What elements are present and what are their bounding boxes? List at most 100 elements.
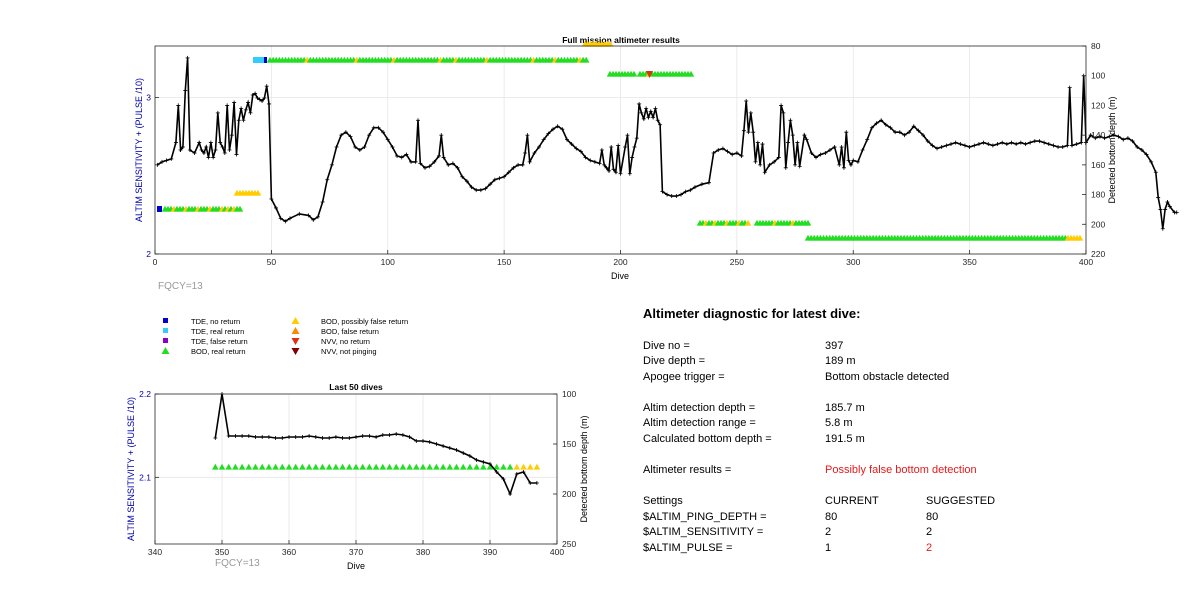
depth-point: [1042, 140, 1047, 145]
legend-item-tde-false-return: TDE, false return: [160, 336, 248, 346]
depth-point: [427, 440, 432, 444]
depth-point: [354, 435, 358, 439]
depth-point: [839, 145, 844, 150]
depth-point: [674, 194, 679, 199]
depth-point: [578, 149, 583, 154]
depth-point: [492, 177, 497, 182]
triangle-up-marker-icon: [290, 316, 301, 326]
depth-point: [260, 98, 265, 103]
depth-point: [935, 146, 940, 151]
depth-point: [1009, 140, 1014, 145]
depth-point: [232, 100, 237, 105]
legend-label: TDE, false return: [191, 336, 248, 346]
depth-point: [653, 106, 658, 111]
x-tick-label: 100: [381, 257, 395, 267]
depth-point: [497, 176, 502, 181]
legend-item-tde-no-return: TDE, no return: [160, 316, 240, 326]
last-50-title: Last 50 dives: [329, 382, 383, 392]
triangle-down-marker-icon: [290, 346, 301, 356]
y-tick-label: 2: [146, 249, 151, 259]
depth-point: [164, 158, 169, 163]
depth-point: [897, 130, 902, 135]
depth-point: [362, 145, 367, 150]
legend-item-bod-real-return: BOD, real return: [160, 346, 246, 356]
status-triangle: [500, 463, 507, 470]
depth-point: [516, 162, 521, 167]
depth-point: [395, 153, 400, 158]
depth-point: [390, 145, 395, 150]
status-triangle: [305, 463, 313, 470]
depth-point: [632, 145, 637, 150]
status-triangle: [236, 205, 244, 212]
depth-point: [841, 165, 846, 170]
legend-label: TDE, real return: [191, 326, 245, 336]
depth-point: [347, 436, 352, 440]
depth-point: [911, 124, 916, 129]
depth-point: [381, 130, 386, 135]
depth-point: [436, 153, 441, 158]
depth-point: [1165, 200, 1170, 204]
depth-point: [474, 458, 479, 462]
depth-point: [655, 118, 660, 123]
y2-tick-label: 150: [562, 439, 576, 449]
depth-point: [483, 186, 488, 191]
status-triangle: [582, 56, 590, 63]
depth-point: [625, 133, 630, 138]
depth-point: [311, 217, 316, 222]
depth-point: [534, 481, 539, 485]
depth-point: [907, 130, 912, 135]
depth-point: [169, 156, 174, 161]
depth-point: [793, 162, 798, 167]
full-mission-x-ticks: 0 50 100 150 200 250 300 350 400: [153, 250, 1093, 267]
status-triangle: [232, 463, 239, 470]
depth-point: [213, 436, 218, 440]
depth-point: [1153, 170, 1158, 175]
full-mission-depth-line: [156, 57, 1177, 229]
depth-point: [325, 177, 330, 182]
depth-point: [283, 219, 288, 224]
status-triangle: [386, 463, 393, 470]
depth-point: [441, 155, 446, 160]
depth-point: [455, 165, 460, 170]
depth-point: [921, 133, 926, 138]
triangle-up-marker-icon: [160, 346, 171, 356]
depth-point: [546, 131, 551, 136]
depth-point: [641, 116, 646, 121]
ping-depth-current: 80: [825, 511, 838, 523]
depth-point: [446, 162, 451, 167]
depth-point: [720, 146, 725, 151]
tde-real-return-marker: [253, 57, 265, 63]
depth-point: [343, 130, 348, 135]
depth-point: [273, 436, 278, 440]
full-mission-y-ticks: 23: [146, 93, 159, 259]
legend-label: TDE, no return: [191, 316, 241, 326]
depth-point: [730, 152, 735, 157]
depth-point: [627, 171, 632, 176]
x-tick-label: 0: [153, 257, 158, 267]
full-mission-y2-ticks: 80 100 120 140 160 180 200 220: [1082, 41, 1105, 259]
depth-point: [844, 130, 849, 135]
depth-point: [494, 470, 499, 474]
depth-point: [1102, 136, 1107, 141]
depth-point: [192, 150, 197, 155]
depth-point: [1139, 148, 1144, 152]
depth-point: [287, 216, 292, 221]
x-tick-label: 370: [349, 547, 363, 557]
depth-point: [1135, 145, 1140, 150]
depth-point: [313, 435, 318, 439]
depth-point: [220, 145, 225, 150]
depth-point: [851, 158, 856, 163]
depth-point: [783, 165, 788, 170]
depth-point: [551, 127, 556, 132]
status-triangle: [513, 463, 521, 470]
y2-tick-label: 80: [1091, 41, 1101, 51]
depth-point: [508, 492, 513, 496]
altimeter-results-label: Altimeter results =: [643, 464, 732, 476]
suggested-header: SUGGESTED: [926, 495, 996, 507]
depth-point: [583, 155, 588, 160]
depth-point: [797, 164, 802, 169]
status-legend: TDE, no return TDE, real return TDE, fal…: [160, 316, 450, 366]
depth-point: [634, 136, 639, 141]
depth-point: [1097, 134, 1102, 139]
